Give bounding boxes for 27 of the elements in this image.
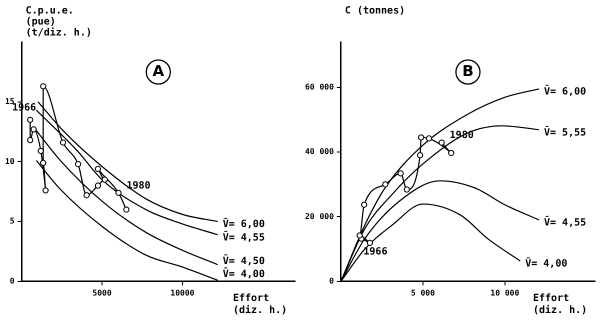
y-tick-label: 40 000 — [304, 147, 334, 156]
x-tick-label: 5 000 — [410, 288, 436, 298]
y-axis-title: C (tonnes) — [344, 6, 406, 17]
text: B — [462, 62, 474, 80]
series-label: V̄= 5,55 — [544, 125, 586, 138]
annotation: 1980 — [126, 180, 151, 192]
series-label: V̄= 4,55 — [544, 216, 586, 229]
y-axis-title: C.p.u.e. (pue) (t/diz. h.) — [26, 6, 92, 39]
x-tick-label: 5000 — [92, 288, 112, 298]
text: A — [152, 62, 165, 80]
y-tick-label: 20 000 — [304, 212, 334, 221]
series-label: V̄= 4,00 — [222, 267, 265, 280]
series-label: V̄= 6,00 — [544, 84, 586, 98]
x-axis-title: Effort (diz. h.) — [533, 292, 588, 316]
series-label: V̄= 4,55 — [222, 230, 265, 244]
y-tick-label: 0 — [329, 276, 334, 286]
y-tick-label: 10 — [4, 156, 15, 166]
annotation: 1966 — [363, 246, 388, 258]
x-axis-title: Effort (diz. h.) — [233, 292, 288, 316]
y-tick-label: 5 — [10, 216, 15, 226]
x-tick-label: 10 000 — [490, 288, 520, 298]
x-tick-label: 10000 — [170, 288, 195, 298]
y-tick-label: 0 — [10, 276, 15, 286]
series-label: V̄= 4,50 — [222, 254, 265, 267]
series-label: V̄= 4,00 — [525, 256, 568, 270]
y-tick-label: 60 000 — [304, 82, 334, 92]
series-label: V̄= 6,00 — [222, 217, 265, 230]
